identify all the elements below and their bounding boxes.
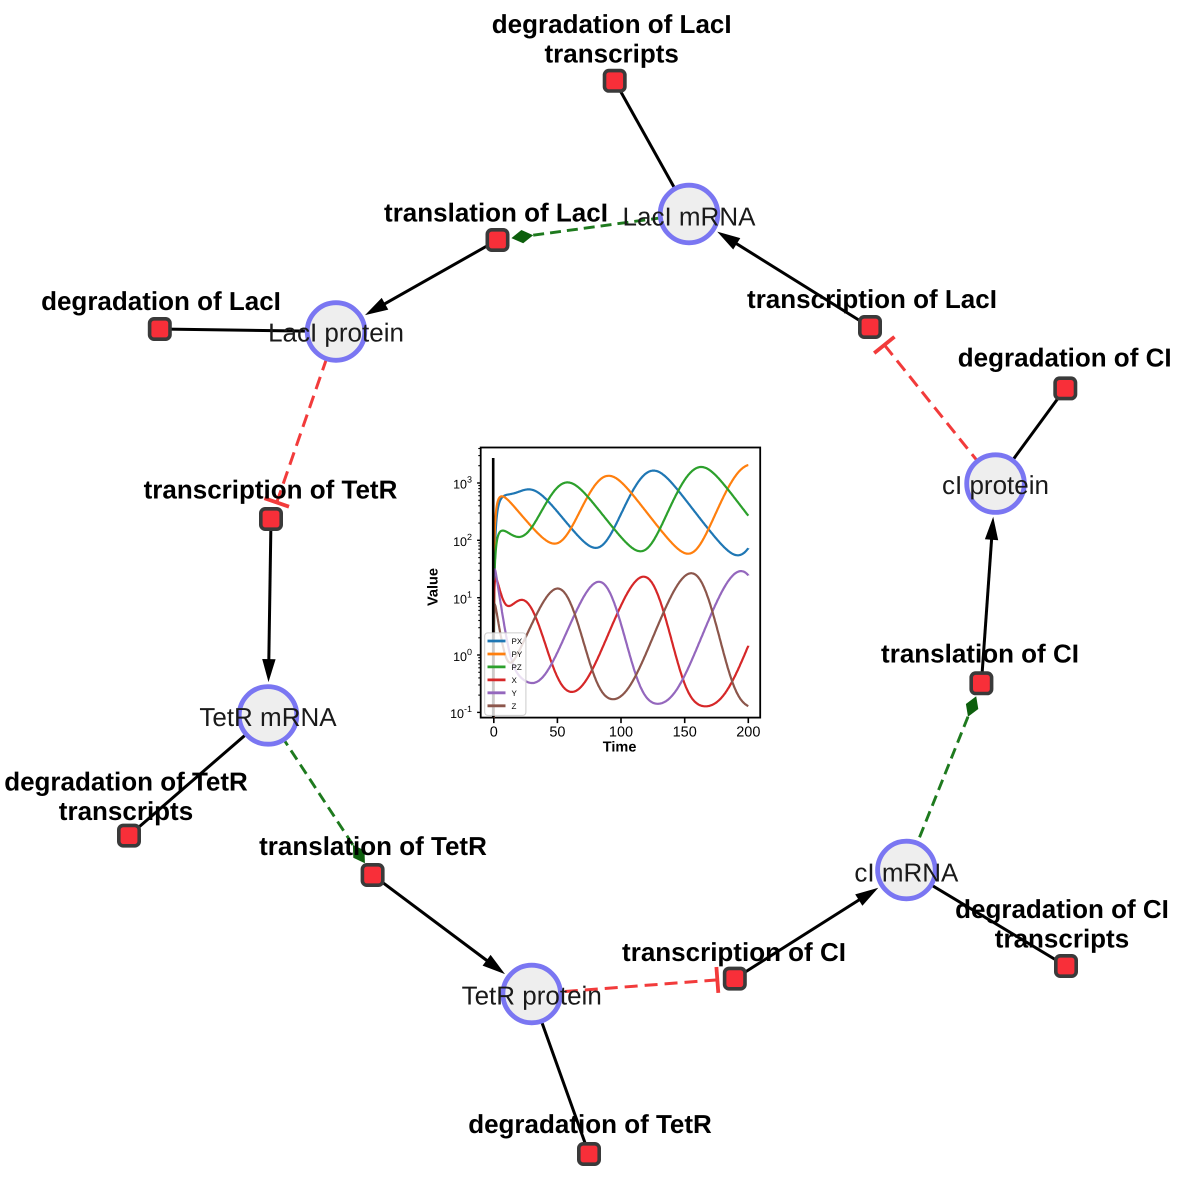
svg-text:200: 200 — [736, 725, 760, 741]
svg-text:transcription of CI: transcription of CI — [622, 937, 846, 967]
svg-text:transcription of LacI: transcription of LacI — [747, 284, 997, 314]
svg-text:degradation of LacI: degradation of LacI — [492, 9, 732, 39]
svg-text:degradation of TetR: degradation of TetR — [4, 767, 248, 797]
svg-text:LacI mRNA: LacI mRNA — [623, 202, 757, 232]
svg-text:transcripts: transcripts — [59, 796, 193, 826]
svg-text:degradation of CI: degradation of CI — [958, 342, 1172, 372]
svg-text:Y: Y — [512, 689, 518, 698]
svg-text:0: 0 — [490, 725, 498, 741]
svg-text:cI mRNA: cI mRNA — [854, 858, 959, 888]
svg-text:PY: PY — [512, 650, 523, 659]
svg-text:degradation of TetR: degradation of TetR — [468, 1109, 712, 1139]
svg-text:100: 100 — [609, 725, 633, 741]
svg-text:Time: Time — [603, 739, 637, 755]
svg-text:transcripts: transcripts — [545, 39, 679, 69]
svg-text:PZ: PZ — [512, 663, 522, 672]
svg-text:PX: PX — [512, 637, 523, 646]
svg-text:translation of LacI: translation of LacI — [384, 198, 608, 228]
svg-text:Z: Z — [512, 702, 517, 711]
svg-text:LacI protein: LacI protein — [268, 318, 404, 348]
svg-text:Value: Value — [426, 568, 442, 606]
svg-text:TetR protein: TetR protein — [462, 981, 602, 1011]
svg-text:degradation of CI: degradation of CI — [955, 894, 1169, 924]
svg-text:translation of TetR: translation of TetR — [259, 831, 487, 861]
svg-text:cI protein: cI protein — [942, 470, 1049, 500]
svg-text:150: 150 — [673, 725, 697, 741]
svg-text:TetR mRNA: TetR mRNA — [199, 702, 337, 732]
svg-text:transcription of TetR: transcription of TetR — [144, 475, 398, 505]
svg-text:translation of CI: translation of CI — [881, 638, 1079, 668]
svg-text:transcripts: transcripts — [995, 923, 1129, 953]
svg-text:50: 50 — [549, 725, 565, 741]
svg-text:X: X — [512, 676, 518, 685]
svg-text:degradation of LacI: degradation of LacI — [41, 286, 281, 316]
